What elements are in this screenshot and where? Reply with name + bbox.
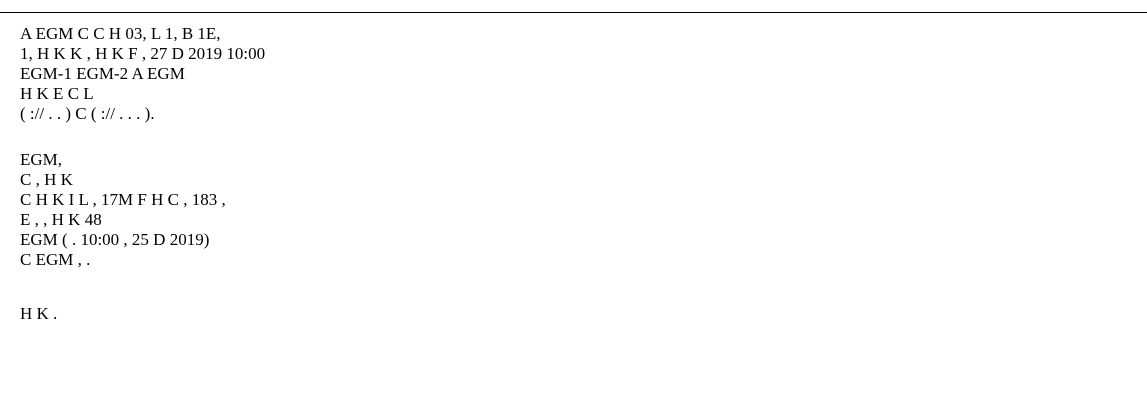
paragraph-3: H K . (20, 304, 1140, 324)
text-line: C , H K (20, 170, 73, 189)
text-line: H K E C L (20, 84, 94, 103)
text-line: A EGM C C H 03, L 1, B 1E, (20, 24, 221, 43)
text-line: H K . (20, 304, 58, 323)
text-line: 1, H K K , H K F , 27 D 2019 10:00 (20, 44, 266, 63)
text-line: EGM-1 EGM-2 A EGM (20, 64, 185, 83)
header-rule (0, 12, 1147, 13)
text-line: E , , H K 48 (20, 210, 102, 229)
text-line: EGM ( . 10:00 , 25 D 2019) (20, 230, 210, 249)
text-line: ( :// . . ) C ( :// . . . ). (20, 104, 155, 123)
text-line: C EGM , . (20, 250, 91, 269)
paragraph-2: EGM, C , H K C H (20, 150, 1140, 270)
paragraph-1: A EGM C C H 03, L 1, B 1E, 1, H K (20, 24, 1140, 124)
text-line: EGM, (20, 150, 63, 169)
document-body: A EGM C C H 03, L 1, B 1E, 1, H K (20, 24, 1140, 350)
text-line: C H K I L , 17M F H C , 183 , (20, 190, 226, 209)
